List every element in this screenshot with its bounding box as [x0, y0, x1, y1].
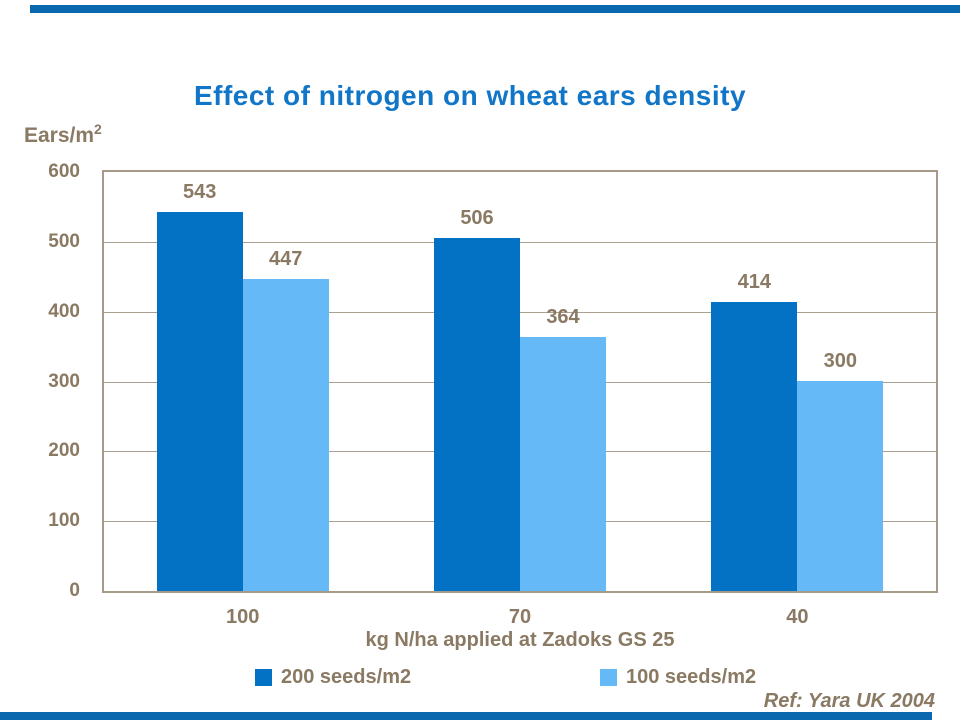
- legend-item-100-seeds-m2: 100 seeds/m2: [600, 664, 756, 690]
- bar-value-label: 506: [460, 207, 494, 229]
- bar-100-seeds-m2-40: [797, 381, 884, 591]
- y-tick-label-500: 500: [48, 230, 80, 252]
- legend-item-200-seeds-m2: 200 seeds/m2: [255, 664, 411, 690]
- gridline-500: [104, 241, 936, 243]
- x-tick-label-70: 70: [508, 606, 532, 628]
- y-axis-unit-superscript: 2: [94, 121, 102, 137]
- bar-value-label: 414: [737, 271, 772, 293]
- bar-200-seeds-m2-70: [434, 238, 520, 591]
- y-tick-label-0: 0: [69, 580, 80, 601]
- bar-200-seeds-m2-100: [156, 212, 243, 591]
- x-tick-label-100: 100: [225, 606, 260, 628]
- gridline-400: [104, 311, 936, 313]
- y-axis-unit-label: Ears/m2: [24, 121, 102, 148]
- y-tick-label-300: 300: [48, 370, 80, 392]
- bar-value-label: 447: [268, 248, 303, 270]
- y-tick-label-600: 600: [48, 161, 80, 182]
- bar-value-label: 300: [823, 350, 858, 372]
- bar-value-label: 543: [182, 181, 217, 203]
- bar-100-seeds-m2-100: [242, 279, 329, 591]
- y-axis-unit-text: Ears/m: [24, 124, 95, 147]
- bar-value-label: 364: [546, 306, 580, 328]
- legend-label: 200 seeds/m2: [281, 665, 412, 688]
- legend-swatch-icon: [255, 668, 272, 686]
- y-tick-label-400: 400: [48, 300, 80, 322]
- reference-credit: Ref: Yara UK 2004: [763, 690, 935, 712]
- bottom-accent-strip: [0, 712, 932, 720]
- y-tick-label-100: 100: [48, 510, 80, 532]
- x-axis-title: kg N/ha applied at Zadoks GS 25: [365, 629, 675, 651]
- x-tick-label-40: 40: [786, 606, 809, 628]
- legend-label: 100 seeds/m2: [626, 665, 757, 688]
- plot-area: [102, 170, 938, 593]
- chart-title: Effect of nitrogen on wheat ears density: [193, 80, 747, 111]
- top-accent-strip: [30, 5, 960, 13]
- legend-swatch-icon: [600, 668, 617, 686]
- y-tick-label-200: 200: [48, 440, 80, 462]
- bar-200-seeds-m2-40: [711, 302, 798, 591]
- bar-100-seeds-m2-70: [520, 337, 606, 591]
